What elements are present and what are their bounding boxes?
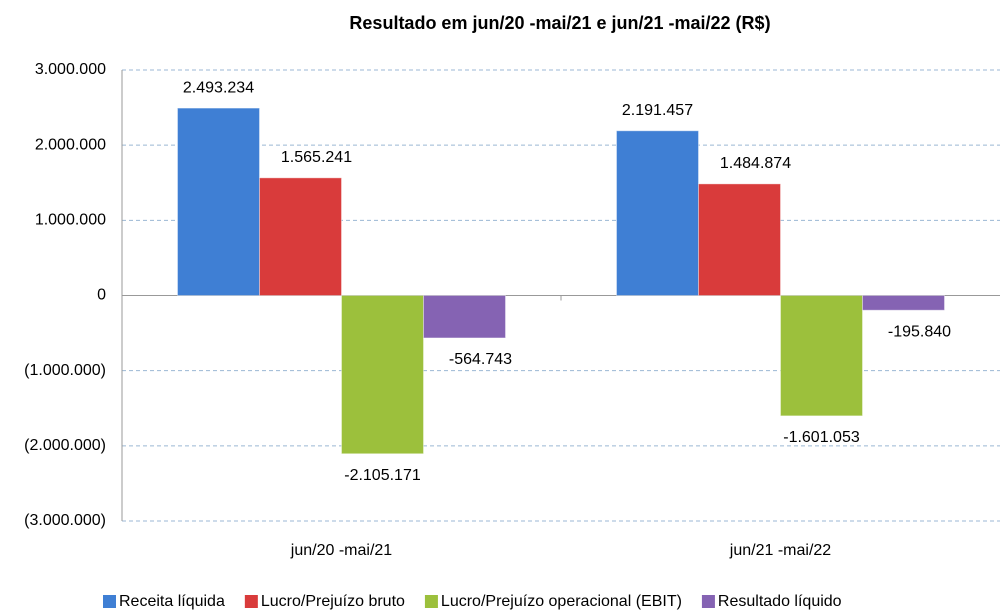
- legend-swatch: [701, 595, 715, 608]
- bar: [259, 177, 342, 296]
- x-tick-label: jun/20 -mai/21: [290, 542, 392, 559]
- bar: [698, 183, 781, 297]
- y-tick-label: 1.000.000: [35, 212, 106, 229]
- bar: [862, 295, 945, 311]
- legend-swatch: [424, 595, 438, 608]
- data-label: 1.484.874: [720, 155, 791, 172]
- x-tick-label: jun/21 -mai/22: [729, 542, 831, 559]
- legend-label: Resultado líquido: [718, 593, 842, 610]
- data-label: -2.105.171: [344, 467, 421, 484]
- data-label: 1.565.241: [281, 149, 352, 166]
- y-tick-label: (3.000.000): [24, 512, 106, 529]
- data-label: -564.743: [449, 351, 512, 368]
- legend-label: Lucro/Prejuízo bruto: [261, 593, 405, 610]
- legend-swatch: [244, 595, 258, 608]
- bar: [423, 295, 506, 339]
- chart-title: Resultado em jun/20 -mai/21 e jun/21 -ma…: [349, 13, 770, 33]
- y-tick-label: 3.000.000: [35, 61, 106, 78]
- y-tick-label: 2.000.000: [35, 136, 106, 153]
- legend-label: Receita líquida: [119, 593, 225, 610]
- y-tick-label: (1.000.000): [24, 362, 106, 379]
- y-tick-label: (2.000.000): [24, 437, 106, 454]
- bar: [177, 107, 260, 297]
- data-label: -195.840: [888, 323, 951, 340]
- data-label: 2.191.457: [622, 102, 693, 119]
- bar: [341, 295, 424, 455]
- legend-label: Lucro/Prejuízo operacional (EBIT): [441, 593, 682, 610]
- data-label: -1.601.053: [783, 429, 860, 446]
- bar: [616, 130, 699, 296]
- bar: [780, 295, 863, 417]
- legend-swatch: [103, 595, 116, 608]
- data-label: 2.493.234: [183, 79, 254, 96]
- y-tick-label: 0: [97, 287, 106, 304]
